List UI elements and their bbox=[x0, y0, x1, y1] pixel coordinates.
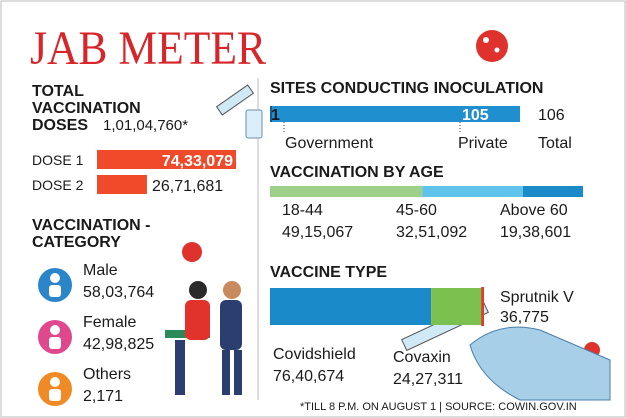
bar-segment bbox=[270, 288, 431, 325]
category-label: Sprutnik V bbox=[500, 289, 574, 306]
value-label: 105 bbox=[462, 107, 489, 124]
nurse-illustration bbox=[165, 281, 242, 395]
category-label: Above 60 bbox=[500, 202, 568, 219]
category-title: VACCINATION - bbox=[32, 217, 151, 234]
category-label: 18-44 bbox=[282, 202, 323, 219]
value-label: 106 bbox=[538, 107, 565, 124]
bar-segment bbox=[422, 186, 523, 197]
category-label: Covidshield bbox=[273, 346, 356, 363]
value-label: 49,15,067 bbox=[282, 224, 353, 241]
category-title: CATEGORY bbox=[32, 234, 121, 251]
total-label: TOTAL bbox=[32, 83, 84, 100]
dose-label: DOSE 1 bbox=[32, 152, 84, 168]
value-label: 24,27,311 bbox=[393, 371, 463, 388]
category-label: Private bbox=[458, 135, 508, 152]
value-label: 36,775 bbox=[500, 309, 549, 326]
section-title: SITES CONDUCTING INOCULATION bbox=[270, 80, 543, 97]
value-label: 74,33,079 bbox=[162, 153, 233, 170]
value-label: 26,71,681 bbox=[152, 178, 223, 195]
person-head bbox=[50, 325, 60, 335]
bar-segment bbox=[270, 186, 422, 197]
section-title: VACCINATION BY AGE bbox=[270, 164, 444, 181]
category-label: Total bbox=[538, 135, 572, 152]
footnote: *TILL 8 P.M. ON AUGUST 1 | SOURCE: COWIN… bbox=[300, 401, 577, 413]
value-label: 19,38,601 bbox=[500, 224, 571, 241]
person-body bbox=[49, 285, 61, 297]
bar bbox=[97, 175, 147, 194]
category-label: Government bbox=[285, 135, 374, 152]
person-head bbox=[50, 377, 60, 387]
dose-label: DOSE 2 bbox=[32, 177, 84, 193]
category-value: 58,03,764 bbox=[83, 284, 154, 301]
value-label: 32,51,092 bbox=[396, 224, 467, 241]
value-label: 76,40,674 bbox=[273, 368, 344, 385]
category-value: 2,171 bbox=[83, 388, 123, 405]
total-value: 1,01,04,760* bbox=[103, 117, 188, 134]
category-label: Covaxin bbox=[393, 349, 451, 366]
category-name: Others bbox=[83, 366, 131, 383]
person-body bbox=[49, 389, 61, 401]
person-body bbox=[49, 337, 61, 349]
value-label: 1 bbox=[271, 107, 280, 124]
total-label: DOSES bbox=[32, 117, 88, 134]
section-title: VACCINE TYPE bbox=[270, 264, 387, 281]
total-label: VACCINATION bbox=[32, 100, 141, 117]
bar-segment bbox=[482, 288, 483, 325]
person-head bbox=[50, 273, 60, 283]
infographic: JAB METER *TILL 8 P.M. ON AUGUST 1 | SOU… bbox=[0, 0, 626, 418]
category-name: Male bbox=[83, 262, 118, 279]
category-label: 45-60 bbox=[396, 202, 437, 219]
category-value: 42,98,825 bbox=[83, 336, 154, 353]
category-name: Female bbox=[83, 314, 136, 331]
bar-segment bbox=[431, 288, 482, 325]
bar-segment bbox=[523, 186, 583, 197]
title: JAB METER bbox=[30, 22, 266, 75]
